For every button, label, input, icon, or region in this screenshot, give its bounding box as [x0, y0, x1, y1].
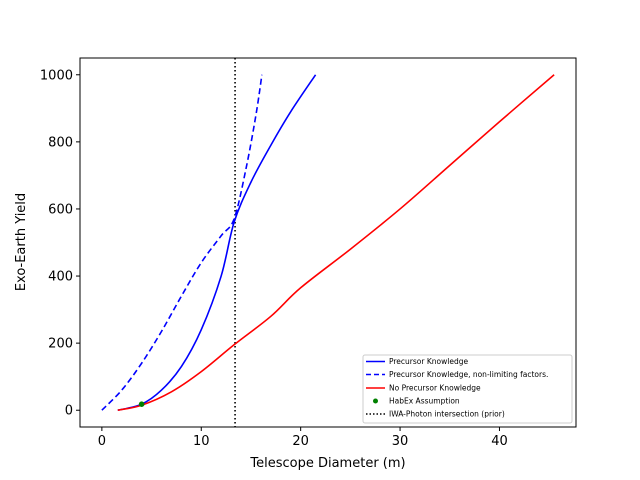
- x-tick-label: 30: [392, 434, 409, 449]
- y-tick-label: 600: [48, 202, 73, 217]
- legend-swatch-habex: [373, 398, 378, 404]
- y-tick-label: 400: [48, 270, 73, 285]
- x-tick-label: 10: [193, 434, 210, 449]
- series-line-no-precursor: [117, 74, 555, 412]
- legend: Precursor Knowledge Precursor Knowledge,…: [362, 354, 573, 424]
- point-habex: [138, 401, 145, 407]
- legend-label-iwa-photon: IWA-Photon intersection (prior): [389, 410, 505, 419]
- series-line-precursor: [117, 74, 317, 412]
- plot-area: [101, 58, 555, 427]
- y-axis-label: Exo-Earth Yield: [14, 193, 29, 291]
- legend-label-precursor: Precursor Knowledge: [389, 357, 468, 366]
- y-tick-label: 800: [48, 135, 73, 150]
- y-tick-label: 200: [48, 337, 73, 352]
- x-tick-label: 20: [292, 434, 309, 449]
- legend-label-precursor-nonlimiting: Precursor Knowledge, non-limiting factor…: [389, 370, 548, 379]
- legend-box: [362, 354, 573, 424]
- series-line-precursor-nonlimiting: [101, 74, 263, 411]
- legend-label-no-precursor: No Precursor Knowledge: [389, 384, 481, 393]
- legend-label-habex: HabEx Assumption: [389, 397, 460, 406]
- x-axis: 0 10 20 30 40: [98, 427, 508, 449]
- axes-frame: [79, 57, 577, 428]
- x-tick-label: 40: [491, 434, 508, 449]
- y-axis: 0 200 400 600 800 1000: [40, 68, 80, 419]
- x-axis-label: Telescope Diameter (m): [249, 456, 405, 471]
- x-tick-label: 0: [98, 434, 106, 449]
- y-tick-label: 1000: [40, 68, 73, 83]
- y-tick-label: 0: [65, 404, 73, 419]
